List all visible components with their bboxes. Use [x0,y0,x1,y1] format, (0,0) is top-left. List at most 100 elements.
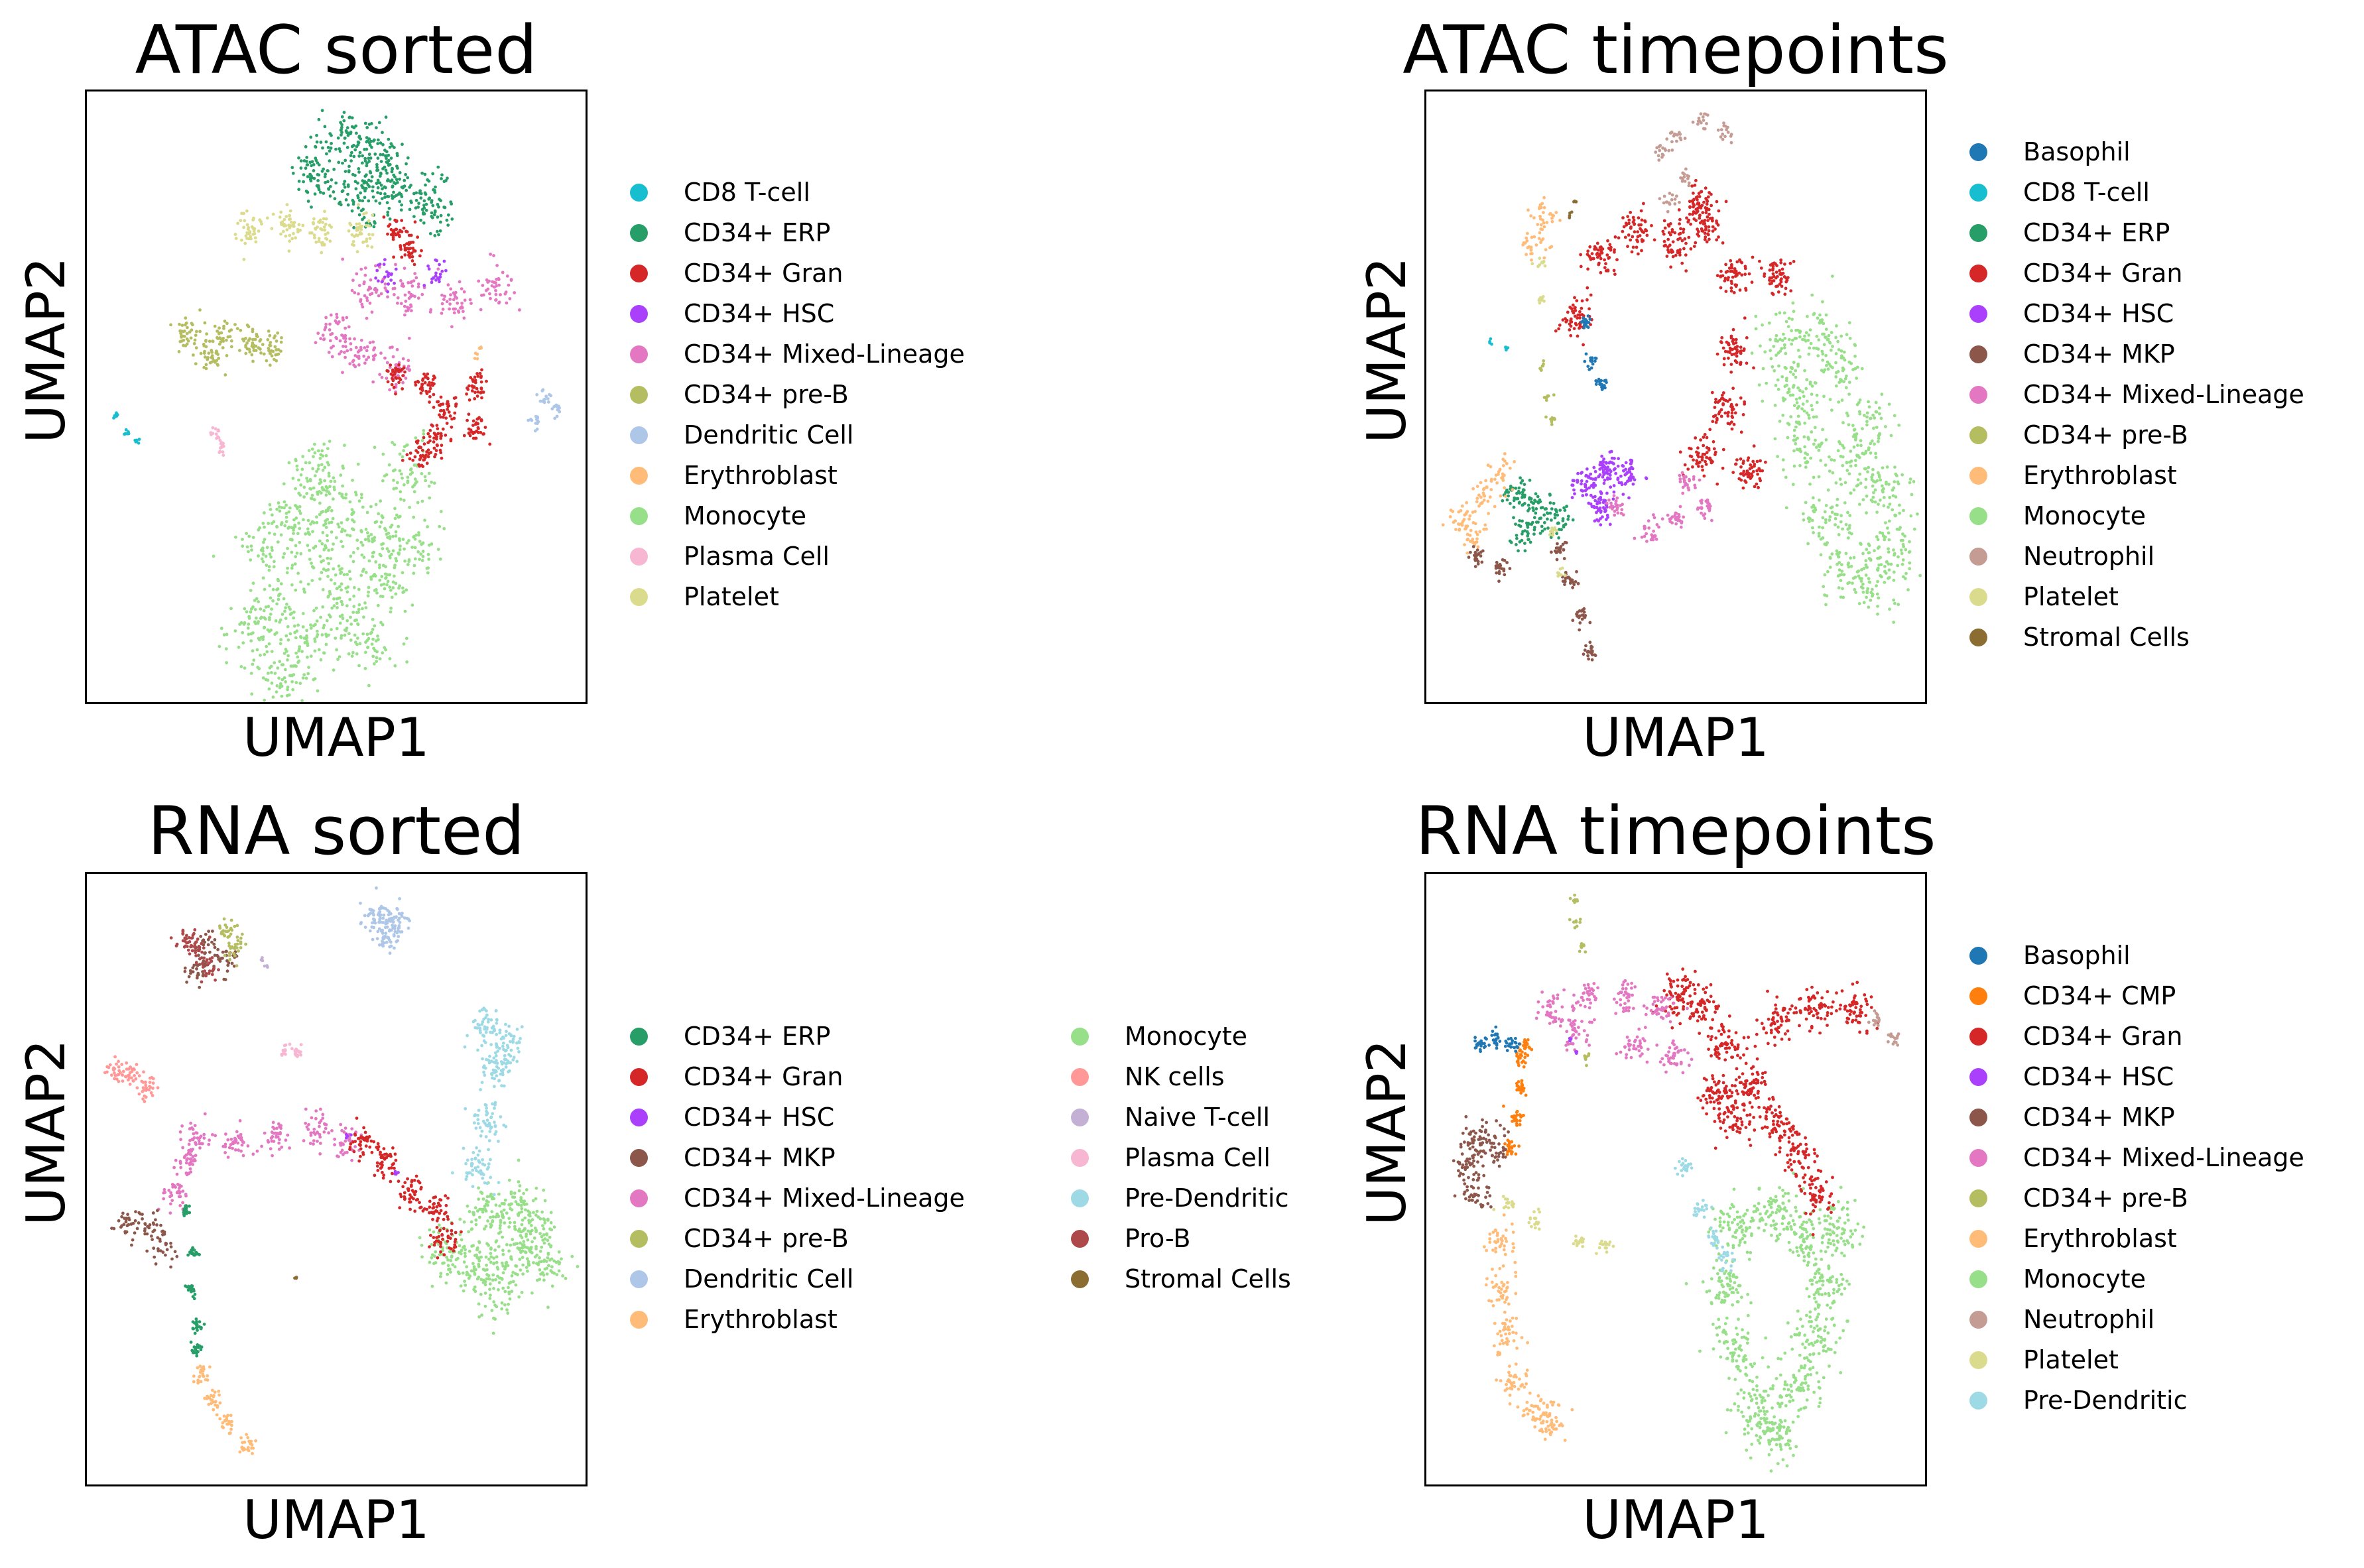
cell-point [271,513,274,517]
cell-point [369,156,373,160]
cell-point [1752,366,1755,370]
cell-point [344,586,348,590]
cell-point [1504,495,1507,498]
cell-point [259,635,263,639]
cell-point [371,555,375,558]
cell-point [489,1215,492,1219]
cell-point [427,484,431,488]
cell-point [1459,509,1463,513]
cell-point [386,295,389,299]
cell-point [426,264,430,268]
cell-point [270,546,274,550]
cell-point [276,666,280,670]
cell-point [273,661,277,664]
cell-point [1851,581,1854,585]
cell-point [1692,192,1695,195]
cell-point [1489,465,1493,469]
cell-point [375,660,379,663]
cell-point [420,292,424,296]
cell-point [333,581,337,585]
cell-point [275,631,279,634]
cell-point [417,533,420,537]
cell-point [1675,139,1678,143]
cell-point [281,223,285,227]
cell-point [1739,457,1743,461]
cell-point [375,520,379,524]
cell-point [1823,368,1827,372]
cell-point [335,627,339,631]
cell-point [432,440,436,444]
cell-point [272,565,276,569]
cell-point [1538,498,1542,502]
cell-point [1530,258,1533,262]
cell-point [1704,235,1708,239]
cell-point [413,537,417,541]
cell-point [313,192,317,196]
cell-point [481,293,485,297]
cell-point [1716,128,1720,132]
cell-point [1804,465,1808,469]
cell-point [390,272,393,276]
cell-point [1633,536,1637,540]
cell-point [328,159,332,163]
cell-point [1705,206,1709,210]
cell-point [1853,354,1857,358]
cell-point [1887,531,1891,535]
cell-point [1475,558,1479,561]
cell-point [1512,516,1515,520]
cell-point [418,540,422,543]
cell-point [1595,241,1599,245]
cell-point [1523,241,1527,245]
cell-point [350,288,354,292]
cell-point [1806,542,1810,546]
cell-point [477,1186,480,1190]
cell-point [1465,532,1469,536]
cell-point [247,623,251,626]
cell-point [416,206,420,209]
cell-point [1835,549,1839,553]
cell-point [1542,256,1546,260]
cell-point [349,554,353,558]
cell-point [267,522,270,525]
cell-point [1775,264,1778,267]
cell-point [375,182,379,185]
cell-point [423,475,427,479]
cell-point [345,573,349,576]
cell-point [1474,530,1478,534]
cell-point [507,1225,511,1229]
cell-point [1806,339,1810,342]
cell-point [1587,486,1591,490]
cell-point [1684,253,1688,257]
cell-point [1654,538,1658,541]
cell-point [221,336,225,340]
cell-point [1852,445,1856,449]
cell-point [1571,619,1575,623]
cell-point [497,283,501,287]
cell-point [1730,264,1733,268]
cell-point [367,123,371,126]
cell-point [353,633,357,637]
cell-point [1777,364,1780,368]
cell-point [1906,588,1910,591]
cell-point [362,354,366,358]
cell-point [1468,534,1472,537]
cell-point [1845,461,1849,465]
cell-point [1803,369,1806,373]
cell-point [1666,245,1670,249]
cell-point [1624,481,1628,485]
cell-point [1477,504,1481,508]
legend-item: CD34+ Mixed-Lineage [630,337,965,371]
legend-label: Stromal Cells [2023,623,2190,652]
cell-point [1674,522,1678,526]
cell-point [1885,481,1888,484]
cell-point [1595,505,1599,509]
cell-point [1540,524,1544,528]
cell-point [1468,514,1472,518]
cell-point [270,682,274,685]
cell-point [1771,365,1774,369]
cell-point [1863,414,1866,417]
cell-point [1509,485,1513,488]
cell-point [1807,413,1810,417]
cell-point [1673,198,1677,201]
cell-point [429,451,433,454]
